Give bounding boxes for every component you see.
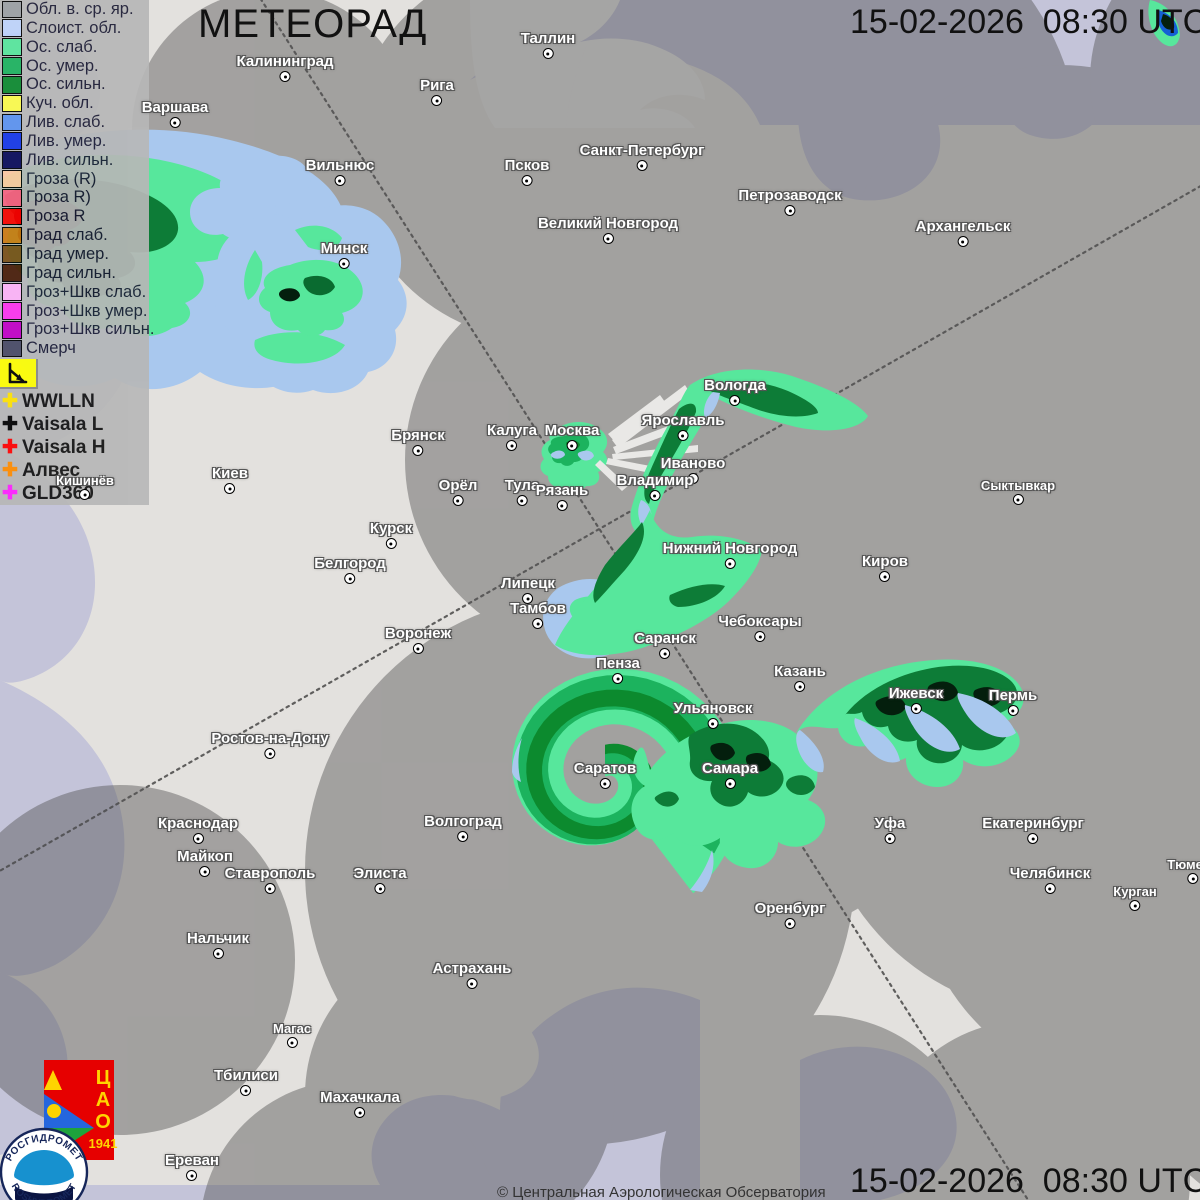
svg-text:О: О [95,1111,111,1133]
svg-text:Ц: Ц [96,1067,111,1089]
svg-text:А: А [96,1089,110,1111]
svg-text:1941: 1941 [89,1136,118,1151]
